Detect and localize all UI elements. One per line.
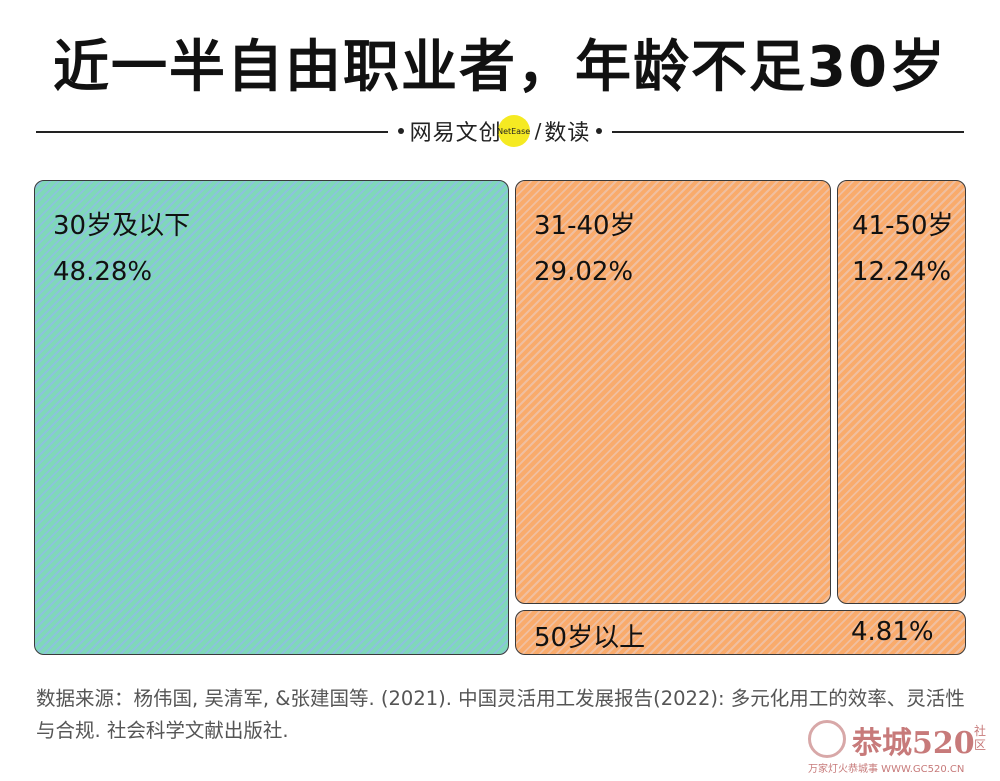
tile-31-40: 31-40岁 29.02% bbox=[515, 180, 831, 604]
tile-category-label: 50岁以上 bbox=[534, 623, 646, 653]
tile-50-plus: 50岁以上 4.81% bbox=[515, 610, 966, 655]
watermark-main: 恭城520 bbox=[852, 726, 975, 761]
tile-30-and-under: 30岁及以下 48.28% bbox=[34, 180, 509, 655]
tile-value-label: 4.81% bbox=[851, 617, 934, 647]
brand-name: 网易文创 bbox=[409, 121, 502, 146]
dot-icon bbox=[596, 128, 603, 134]
tile-value-label: 29.02% bbox=[534, 257, 634, 287]
data-source-note: 数据来源：杨伟国, 吴清军, &张建国等. (2021). 中国灵活用工发展报告… bbox=[36, 687, 965, 742]
tile-value-label: 12.24% bbox=[852, 257, 952, 287]
chart-title: 近一半自由职业者，年龄不足30岁 bbox=[53, 35, 947, 100]
tile-category-label: 30岁及以下 bbox=[53, 211, 191, 241]
netease-logo-icon: NetEase bbox=[497, 115, 530, 147]
watermark: 恭城520 社区 万家灯火恭城事 WWW.GC520.CN bbox=[808, 716, 992, 778]
brand-section: 数读 bbox=[544, 121, 591, 146]
watermark-side: 社区 bbox=[974, 724, 987, 752]
tile-category-label: 31-40岁 bbox=[534, 211, 636, 241]
brand-logo-group: 网易文创 NetEase / 数读 bbox=[388, 112, 612, 150]
dot-icon bbox=[397, 128, 404, 134]
tile-41-50: 41-50岁 12.24% bbox=[837, 180, 966, 604]
tile-value-label: 48.28% bbox=[53, 257, 153, 287]
watermark-logo-icon bbox=[808, 720, 846, 758]
tile-category-label: 41-50岁 bbox=[852, 211, 954, 241]
watermark-sub: 万家灯火恭城事 WWW.GC520.CN bbox=[808, 764, 965, 775]
brand-slash: / bbox=[534, 119, 542, 143]
